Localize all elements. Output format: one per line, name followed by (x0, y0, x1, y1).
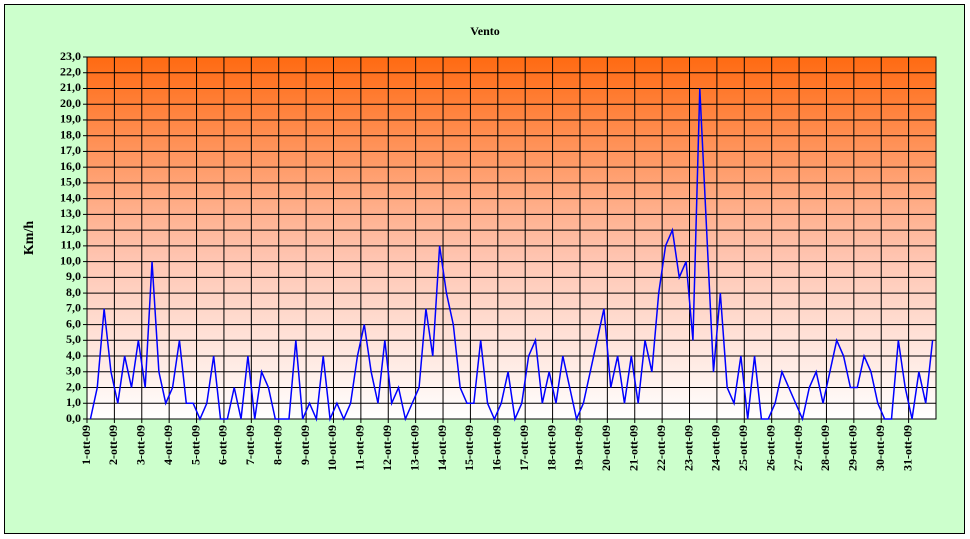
plot-area (87, 57, 936, 419)
x-tick-label: 10-ott-09 (325, 425, 339, 471)
x-tick-label: 25-ott-09 (736, 425, 750, 471)
x-tick-label: 7-ott-09 (243, 425, 257, 465)
x-tick-label: 28-ott-09 (818, 425, 832, 471)
x-tick-label: 26-ott-09 (763, 425, 777, 471)
y-tick-label: 20,0 (60, 96, 81, 110)
x-tick-label: 20-ott-09 (599, 425, 613, 471)
y-tick-label: 8,0 (66, 285, 81, 299)
x-tick-label: 19-ott-09 (572, 425, 586, 471)
x-tick-label: 1-ott-09 (79, 425, 93, 465)
chart-title: Vento (470, 24, 500, 38)
x-tick-label: 8-ott-09 (270, 425, 284, 465)
x-tick-label: 21-ott-09 (626, 425, 640, 471)
x-tick-label: 22-ott-09 (654, 425, 668, 471)
x-tick-label: 30-ott-09 (873, 425, 887, 471)
y-tick-label: 11,0 (61, 238, 81, 252)
x-tick-label: 14-ott-09 (435, 425, 449, 471)
x-tick-label: 6-ott-09 (216, 425, 230, 465)
y-tick-label: 22,0 (60, 64, 81, 78)
y-tick-label: 13,0 (60, 206, 81, 220)
y-tick-label: 18,0 (60, 127, 81, 141)
x-tick-label: 18-ott-09 (544, 425, 558, 471)
plot-border (86, 56, 937, 420)
y-tick-label: 19,0 (60, 112, 81, 126)
y-tick-label: 7,0 (66, 301, 81, 315)
y-tick-label: 21,0 (60, 80, 81, 94)
y-tick-label: 2,0 (66, 379, 81, 393)
x-tick-label: 2-ott-09 (106, 425, 120, 465)
y-axis-label: Km/h (22, 221, 37, 255)
y-tick-label: 1,0 (66, 395, 81, 409)
x-tick-label: 12-ott-09 (380, 425, 394, 471)
x-tick-label: 27-ott-09 (791, 425, 805, 471)
x-tick-label: 5-ott-09 (188, 425, 202, 465)
y-tick-label: 9,0 (66, 269, 81, 283)
y-tick-label: 3,0 (66, 364, 81, 378)
x-tick-label: 17-ott-09 (517, 425, 531, 471)
y-tick-label: 12,0 (60, 222, 81, 236)
x-tick-label: 13-ott-09 (407, 425, 421, 471)
y-tick-label: 5,0 (66, 332, 81, 346)
x-tick-label: 4-ott-09 (161, 425, 175, 465)
y-tick-label: 23,0 (60, 49, 81, 63)
x-tick-label: 11-ott-09 (353, 425, 367, 470)
data-line (89, 88, 934, 422)
y-tick-label: 10,0 (60, 253, 81, 267)
x-tick-label: 29-ott-09 (846, 425, 860, 471)
y-tick-label: 15,0 (60, 175, 81, 189)
x-tick-label: 23-ott-09 (681, 425, 695, 471)
x-tick-label: 9-ott-09 (298, 425, 312, 465)
x-tick-label: 31-ott-09 (900, 425, 914, 471)
y-tick-label: 16,0 (60, 159, 81, 173)
y-tick-label: 4,0 (66, 348, 81, 362)
y-tick-label: 17,0 (60, 143, 81, 157)
x-tick-label: 24-ott-09 (709, 425, 723, 471)
x-tick-label: 16-ott-09 (490, 425, 504, 471)
y-tick-label: 14,0 (60, 190, 81, 204)
y-tick-label: 6,0 (66, 316, 81, 330)
x-tick-label: 3-ott-09 (134, 425, 148, 465)
x-tick-label: 15-ott-09 (462, 425, 476, 471)
y-tick-label: 0,0 (66, 411, 81, 425)
